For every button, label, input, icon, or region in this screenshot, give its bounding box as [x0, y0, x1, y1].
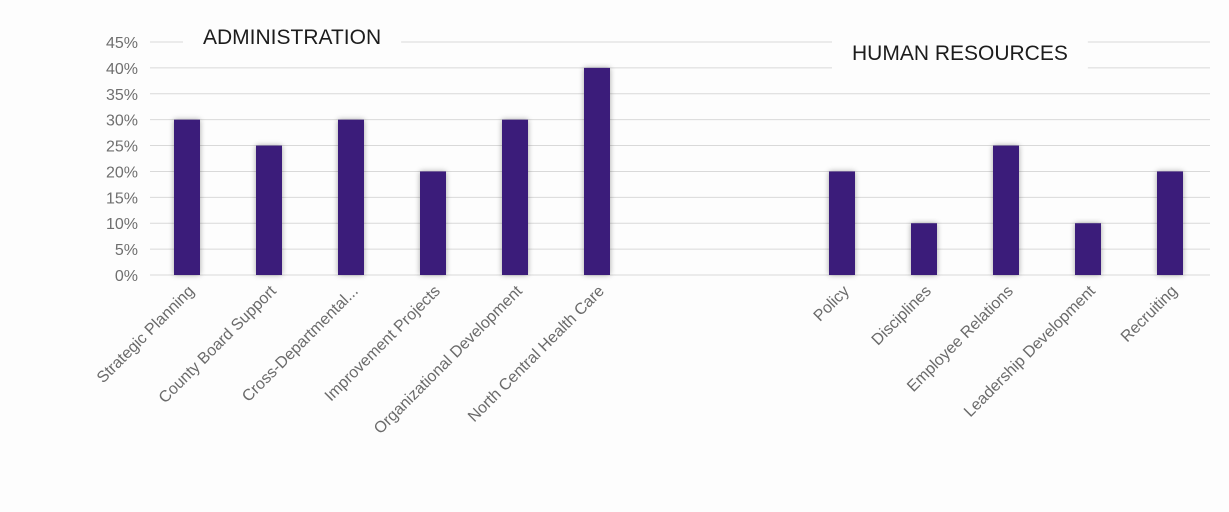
bar — [338, 119, 364, 276]
category-label: Recruiting — [1118, 283, 1181, 346]
y-tick-label: 15% — [106, 190, 138, 207]
section-title: HUMAN RESOURCES — [852, 42, 1068, 65]
category-label: Leadership Development — [961, 282, 1099, 420]
y-tick-label: 20% — [106, 164, 138, 181]
section-title: ADMINISTRATION — [203, 26, 381, 49]
y-tick-label: 40% — [106, 61, 138, 78]
gridlines — [150, 41, 1210, 276]
bar — [993, 145, 1019, 275]
y-tick-label: 0% — [115, 268, 138, 285]
bar — [502, 119, 528, 276]
bar — [829, 171, 855, 275]
bar — [256, 145, 282, 275]
y-tick-label: 30% — [106, 113, 138, 130]
bar — [1157, 171, 1183, 275]
y-tick-label: 10% — [106, 216, 138, 233]
category-label: Organizational Development — [371, 282, 526, 437]
section-title-background — [832, 38, 1088, 69]
bar — [1075, 223, 1101, 275]
bar — [911, 223, 937, 275]
bars — [174, 67, 1183, 276]
y-tick-label: 5% — [115, 242, 138, 259]
y-tick-label: 35% — [106, 87, 138, 104]
y-axis: 0% 5% 10% 15% 20% 25% 30% 35% 40% 45% — [106, 35, 138, 285]
bar — [584, 67, 610, 275]
y-tick-label: 45% — [106, 35, 138, 52]
category-label: North Central Health Care — [465, 283, 608, 426]
y-tick-label: 25% — [106, 139, 138, 156]
section-title-background — [183, 22, 402, 53]
category-label: Disciplines — [869, 283, 935, 349]
section-titles: ADMINISTRATION HUMAN RESOURCES — [183, 22, 1088, 69]
bar — [174, 119, 200, 276]
bar — [420, 171, 446, 275]
category-label: Policy — [811, 283, 853, 325]
